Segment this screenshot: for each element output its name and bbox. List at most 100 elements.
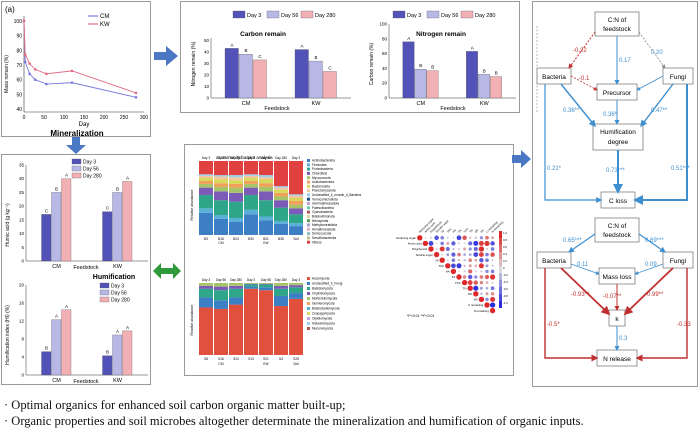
stack-segment	[289, 226, 303, 235]
sem-top-fungi: Fungi	[670, 74, 686, 81]
humification-panel: Humic acid (g kg⁻¹) Feedstock 0 5 10 15 20 25…	[1, 154, 151, 385]
legend-swatch	[99, 296, 110, 303]
sample-label: B30	[248, 237, 254, 241]
legend-swatch	[300, 10, 314, 19]
corr-cell	[461, 279, 468, 286]
col-label: HA	[451, 228, 457, 234]
corr-cell	[474, 275, 478, 279]
sem-bot-coef: 0.09	[645, 262, 657, 268]
y-tick: 4	[21, 355, 24, 360]
corr-cell	[479, 236, 484, 240]
arrow-right-icon-2	[512, 150, 531, 168]
stack-segment	[214, 191, 228, 201]
legend-swatch	[460, 10, 474, 19]
mineralization-chart: (a) CM KW Mass remain (%) Day 0 50 100 150 2…	[4, 5, 148, 136]
stack-segment	[229, 177, 243, 181]
x-tick: 0	[23, 115, 26, 121]
stack-segment	[199, 178, 213, 181]
corr-cell	[445, 247, 450, 251]
scale-label: -0.8	[503, 294, 508, 298]
stack-segment	[244, 174, 258, 176]
corr-cell	[490, 274, 496, 280]
data-point	[28, 62, 31, 65]
y-tick: 40	[16, 107, 22, 113]
legend-swatch	[71, 165, 82, 172]
legend-swatch	[307, 167, 310, 171]
legend-label: Olpidiomycota	[312, 317, 332, 321]
legend-label: Acidobacteriota	[312, 180, 334, 184]
bar	[402, 41, 415, 99]
sem-bot-coef: -0.33	[677, 322, 691, 328]
x-tick: 150	[80, 115, 89, 121]
legend-label: Gemmatimonadota	[312, 202, 339, 206]
sig-letter: C	[328, 65, 332, 70]
corr-cell	[490, 286, 495, 291]
corr-cell	[467, 280, 473, 286]
sig-letter: B	[419, 63, 422, 68]
bar	[478, 74, 490, 99]
data-point	[23, 53, 27, 57]
fungi-legend: AscomycotaUnclassified_k_FungiBasidiomyc…	[307, 277, 343, 331]
sem-top-edge	[568, 31, 596, 69]
bar	[122, 181, 133, 262]
stack-segment	[214, 300, 228, 309]
data-point	[22, 19, 26, 23]
stack-segment	[199, 161, 213, 175]
row-label: N remaining	[474, 309, 490, 313]
stack-segment	[274, 189, 288, 193]
bar	[308, 60, 323, 99]
sem-bot-coef: -0.07**	[603, 294, 622, 300]
corr-cell	[473, 291, 479, 297]
day-label: Day 56	[261, 278, 271, 282]
sem-top-edge	[640, 83, 674, 128]
bar	[490, 76, 502, 99]
stack-segment	[274, 220, 288, 224]
stack-segment	[199, 175, 213, 179]
corr-cell	[489, 307, 496, 314]
category-label: KW	[480, 101, 490, 107]
sem-bot-massloss: Mass loss	[603, 274, 633, 281]
corr-cell	[435, 242, 438, 245]
corr-cell	[452, 236, 455, 239]
stack-segment	[289, 194, 303, 196]
col-label: HI	[440, 229, 445, 234]
stack-segment	[229, 285, 243, 289]
row-label: C remaining	[468, 303, 484, 307]
legend-swatch	[307, 171, 310, 175]
stack-segment	[274, 207, 288, 221]
corr-cell	[478, 263, 484, 269]
legend-label: Actinobacteriota	[312, 159, 335, 163]
sig-letter: A	[126, 175, 129, 180]
corr-cell	[473, 240, 479, 246]
corr-cell	[463, 247, 467, 251]
legend-kw: KW	[100, 22, 110, 28]
bacteria-stacked-bars: Day 3 B3 Day 56 B18 Day 280 B24 Day 3 B30 Day 56…	[199, 156, 303, 245]
y-tick: 40	[204, 49, 210, 54]
y-tick: 10	[204, 84, 210, 89]
row-label: TN	[463, 286, 467, 290]
sem-bot-k: k	[615, 316, 619, 323]
corr-cell	[485, 258, 489, 263]
sem-bot-coef: 0.69***	[645, 238, 664, 244]
col-label: TN	[468, 228, 473, 233]
sample-label: S16	[218, 357, 224, 361]
carbon-remain-ylabel: Nitrogen remain (%)	[191, 41, 197, 86]
microbe-panel: Community barplot analysis Relative abun…	[184, 144, 514, 376]
y-tick: 0	[21, 259, 24, 264]
corr-cell	[428, 240, 434, 246]
corr-cell	[468, 258, 472, 262]
stack-segment	[259, 175, 273, 178]
sem-top-coef: 0.17	[619, 58, 631, 64]
y-tick: 50	[204, 38, 210, 43]
stack-segment	[259, 283, 273, 284]
stack-segment	[199, 283, 213, 286]
legend-label: Blastocladiomycota	[312, 307, 340, 311]
nitrogen-remain-bars: 0 20 40 60 80 100 CM A B B KW A B B Day 3 Day 56 Day 280	[379, 10, 516, 107]
legend-swatch	[307, 202, 310, 205]
sem-bot-edge	[638, 233, 666, 253]
corr-cell	[456, 274, 462, 280]
corr-cell	[474, 258, 478, 262]
legend-label: Day 3	[83, 160, 96, 166]
legend-label: Day 56	[441, 13, 458, 19]
